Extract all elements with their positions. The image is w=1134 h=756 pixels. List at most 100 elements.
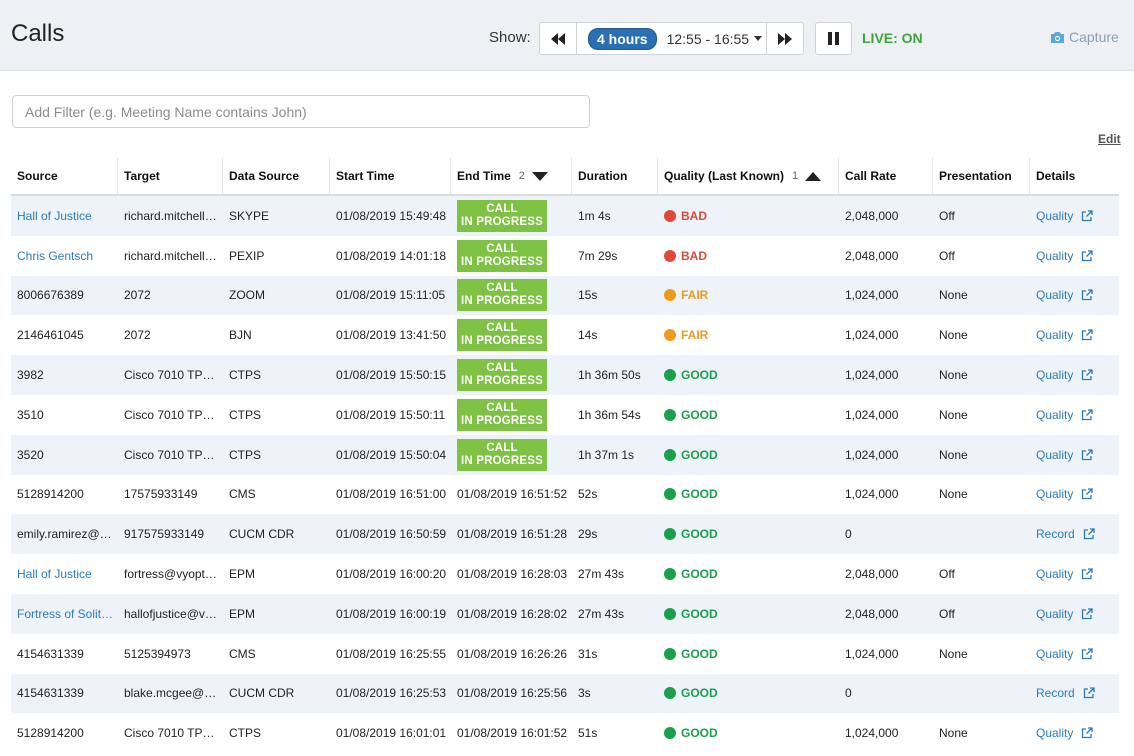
external-link-icon[interactable]	[1083, 528, 1095, 540]
table-row[interactable]: Fortress of Solit… hallofjustice@v… EPM 01/…	[11, 593, 1119, 634]
external-link-icon[interactable]	[1081, 210, 1094, 222]
start-time-cell: 01/08/2019 16:25:53	[336, 686, 447, 701]
pause-button[interactable]	[815, 22, 852, 55]
filter-input[interactable]	[12, 95, 590, 128]
range-duration-pill[interactable]: 4 hours	[588, 27, 657, 50]
fast-forward-button[interactable]	[766, 23, 803, 54]
source-cell[interactable]: Hall of Justice	[17, 208, 92, 223]
end-time-cell: 01/08/2019 16:25:56	[457, 686, 568, 701]
show-label: Show:	[489, 29, 531, 46]
details-link[interactable]: Quality	[1036, 328, 1119, 342]
details-link[interactable]: Quality	[1036, 288, 1119, 302]
quality-cell: GOOD	[658, 368, 839, 382]
quality-label: GOOD	[681, 527, 718, 542]
details-link[interactable]: Quality	[1036, 567, 1119, 581]
end-time-cell: 01/08/2019 16:51:52	[457, 487, 568, 502]
quality-cell: GOOD	[658, 527, 839, 541]
table-row[interactable]: 5128914200 17575933149 CMS 01/08/2019 16:51…	[11, 475, 1119, 515]
call-in-progress-badge: CALL IN PROGRESS	[457, 199, 547, 232]
source-cell: 4154631339	[17, 646, 84, 661]
call-in-progress-badge: CALL IN PROGRESS	[457, 279, 547, 312]
source-cell[interactable]: Chris Gentsch	[17, 248, 94, 263]
start-time-cell: 01/08/2019 16:50:59	[336, 527, 447, 542]
column-header-target[interactable]: Target	[118, 158, 223, 194]
quality-status-dot	[664, 408, 676, 421]
external-link-icon[interactable]	[1081, 289, 1094, 301]
column-header-data-source[interactable]: Data Source	[223, 158, 330, 194]
table-row[interactable]: 8006676389 2072 ZOOM 01/08/2019 15:11:05 CAL…	[11, 275, 1119, 316]
external-link-icon[interactable]	[1081, 727, 1094, 739]
details-cell: Quality	[1030, 368, 1119, 382]
details-link[interactable]: Record	[1036, 686, 1119, 700]
column-header-source[interactable]: Source	[11, 158, 118, 194]
table-row[interactable]: 3520 Cisco 7010 TP… CTPS 01/08/2019 15:50:0…	[11, 434, 1119, 475]
table-row[interactable]: 2146461045 2072 BJN 01/08/2019 13:41:50 CALL…	[11, 315, 1119, 355]
live-status[interactable]: LIVE: ON	[862, 30, 923, 46]
table-row[interactable]: Hall of Justice fortress@vyopt… EPM 01/08/2…	[11, 554, 1119, 594]
presentation-cell: Off	[939, 248, 955, 263]
column-header-details[interactable]: Details	[1036, 169, 1076, 183]
details-link[interactable]: Quality	[1036, 249, 1119, 263]
details-cell: Quality	[1030, 726, 1119, 740]
call-rate-cell: 2,048,000	[845, 567, 899, 582]
sort-ascending-icon[interactable]	[805, 171, 822, 181]
external-link-icon[interactable]	[1081, 449, 1094, 461]
data-source-cell: CTPS	[229, 407, 262, 422]
external-link-icon[interactable]	[1081, 250, 1094, 262]
duration-cell: 51s	[578, 726, 598, 741]
external-link-icon[interactable]	[1081, 409, 1094, 421]
capture-button[interactable]: Capture	[1050, 29, 1119, 45]
details-link[interactable]: Quality	[1036, 647, 1119, 661]
external-link-icon[interactable]	[1081, 369, 1094, 381]
column-header-end-time[interactable]: End Time 2	[451, 158, 572, 194]
details-link[interactable]: Quality	[1036, 408, 1119, 422]
data-source-cell: CMS	[229, 487, 256, 502]
table-row[interactable]: emily.ramirez@… 917575933149 CUCM CDR 01/08…	[11, 514, 1119, 555]
details-cell: Quality	[1030, 328, 1119, 342]
edit-columns-link[interactable]: Edit	[1098, 132, 1121, 146]
table-row[interactable]: 3982 Cisco 7010 TP… CTPS 01/08/2019 15:50:1…	[11, 355, 1119, 395]
source-cell[interactable]: Hall of Justice	[17, 567, 92, 582]
table-row[interactable]: 4154631339 blake.mcgee@… CUCM CDR 01/08/201…	[11, 673, 1119, 714]
details-cell: Record	[1030, 686, 1119, 700]
column-header-duration[interactable]: Duration	[572, 158, 658, 194]
external-link-icon[interactable]	[1081, 648, 1094, 660]
sort-descending-icon[interactable]	[531, 171, 548, 181]
external-link-icon[interactable]	[1081, 329, 1094, 341]
table-row[interactable]: Hall of Justice richard.mitchell… SKYPE 01/…	[11, 196, 1119, 236]
external-link-icon[interactable]	[1081, 608, 1094, 620]
column-header-quality[interactable]: Quality (Last Known) 1	[658, 158, 839, 194]
source-cell[interactable]: Fortress of Solit…	[17, 606, 114, 621]
time-range-dropdown[interactable]: 4 hours 12:55 - 16:55	[577, 23, 766, 54]
details-link[interactable]: Quality	[1036, 487, 1119, 501]
source-cell: 4154631339	[17, 686, 84, 701]
column-header-call-rate[interactable]: Call Rate	[839, 158, 933, 194]
details-link[interactable]: Quality	[1036, 209, 1119, 223]
details-link[interactable]: Quality	[1036, 726, 1119, 740]
external-link-icon[interactable]	[1081, 568, 1094, 580]
table-body: Hall of Justice richard.mitchell… SKYPE 01/…	[11, 196, 1119, 753]
table-row[interactable]: 3510 Cisco 7010 TP… CTPS 01/08/2019 15:50:1…	[11, 395, 1119, 435]
details-link[interactable]: Quality	[1036, 448, 1119, 462]
quality-cell: GOOD	[658, 567, 839, 581]
column-header-start-time[interactable]: Start Time	[330, 158, 451, 194]
details-link[interactable]: Record	[1036, 527, 1119, 541]
rewind-button[interactable]	[540, 23, 577, 54]
table-row[interactable]: Chris Gentsch richard.mitchell… PEXIP 01/08…	[11, 236, 1119, 276]
start-time-cell: 01/08/2019 13:41:50	[336, 328, 447, 343]
duration-cell: 31s	[578, 646, 598, 661]
details-link[interactable]: Quality	[1036, 368, 1119, 382]
quality-cell: GOOD	[658, 408, 839, 422]
table-row[interactable]: 4154631339 5125394973 CMS 01/08/2019 16:25:…	[11, 634, 1119, 674]
duration-cell: 27m 43s	[578, 567, 625, 582]
table-row[interactable]: 5128914200 Cisco 7010 TP… CTPS 01/08/2019 1…	[11, 713, 1119, 753]
external-link-icon[interactable]	[1081, 488, 1094, 500]
start-time-cell: 01/08/2019 15:50:11	[336, 407, 446, 422]
external-link-icon[interactable]	[1083, 687, 1095, 699]
quality-label: GOOD	[681, 726, 718, 741]
details-link[interactable]: Quality	[1036, 607, 1119, 621]
column-header-presentation[interactable]: Presentation	[933, 158, 1030, 194]
data-source-cell: BJN	[229, 328, 252, 343]
chevron-down-icon	[754, 36, 763, 41]
details-cell: Quality	[1030, 567, 1119, 581]
